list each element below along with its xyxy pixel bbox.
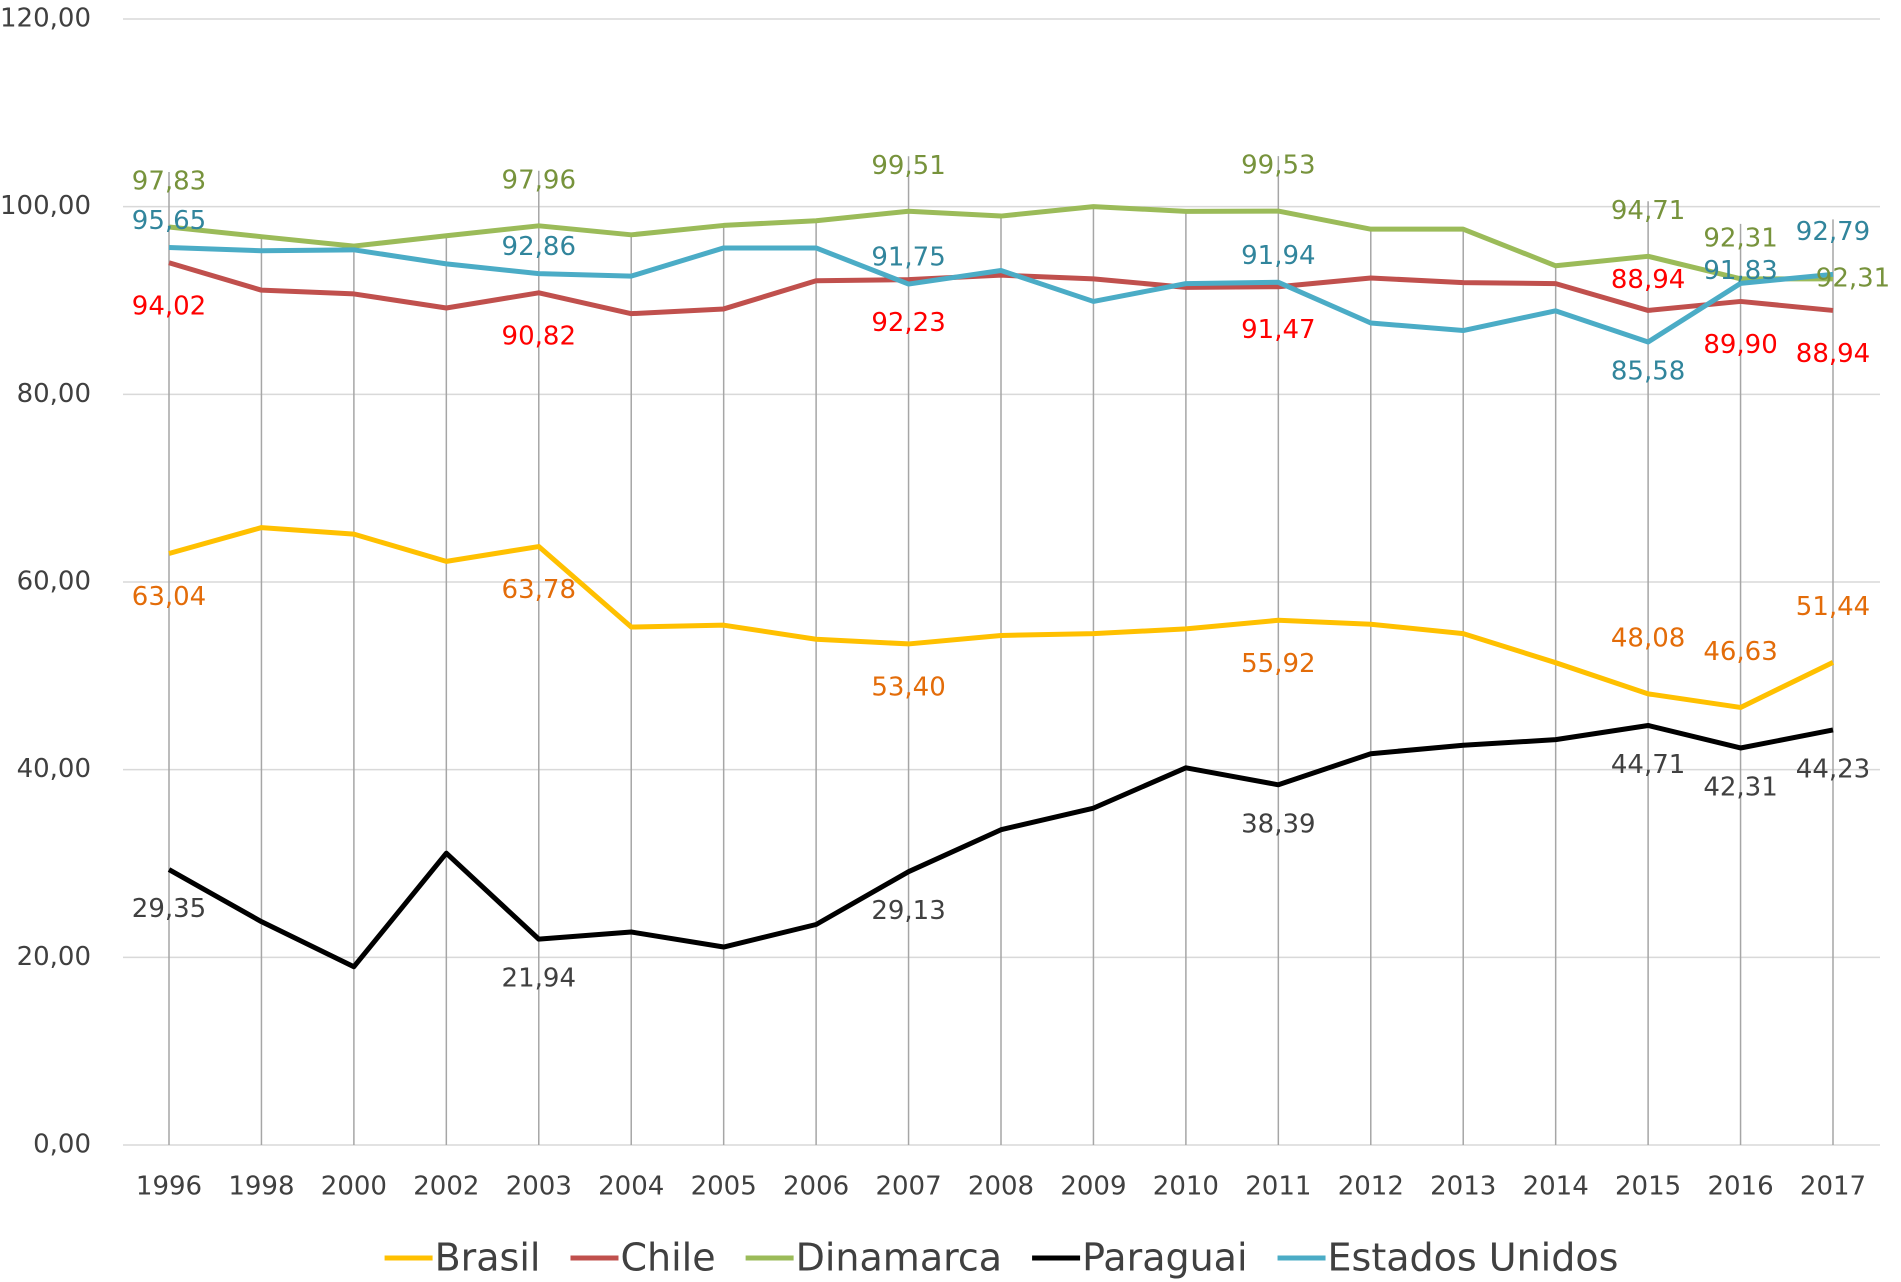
data-label: 21,94 xyxy=(502,964,576,994)
data-label: 89,90 xyxy=(1703,330,1777,360)
y-tick-label: 60,00 xyxy=(17,567,91,597)
data-label: 29,35 xyxy=(132,894,206,924)
data-label: 91,75 xyxy=(871,243,945,273)
series-line xyxy=(167,722,1834,970)
x-tick-label: 2009 xyxy=(1060,1172,1126,1202)
data-label: 90,82 xyxy=(502,321,576,351)
y-tick-label: 0,00 xyxy=(33,1130,91,1160)
data-label: 48,08 xyxy=(1611,623,1685,653)
legend-label: Chile xyxy=(620,1236,715,1280)
data-label: 99,53 xyxy=(1241,151,1315,181)
legend-label: Dinamarca xyxy=(796,1236,1002,1280)
x-tick-label: 2017 xyxy=(1800,1172,1866,1202)
y-tick-label: 100,00 xyxy=(0,191,91,221)
data-label: 91,83 xyxy=(1703,256,1777,286)
data-label: 44,23 xyxy=(1796,754,1870,784)
series-line xyxy=(168,204,1833,282)
series-line xyxy=(168,525,1835,710)
data-label: 92,79 xyxy=(1796,217,1870,247)
x-tick-label: 2007 xyxy=(875,1172,941,1202)
data-label: 29,13 xyxy=(871,896,945,926)
data-label: 38,39 xyxy=(1241,809,1315,839)
y-tick-label: 40,00 xyxy=(17,754,91,784)
x-tick-label: 2015 xyxy=(1615,1172,1681,1202)
data-label: 94,71 xyxy=(1611,196,1685,226)
data-label: 97,96 xyxy=(502,165,576,195)
data-label: 95,65 xyxy=(132,206,206,236)
x-tick-label: 2004 xyxy=(598,1172,664,1202)
x-tick-label: 2000 xyxy=(321,1172,387,1202)
data-label: 92,23 xyxy=(871,308,945,338)
data-label: 92,31 xyxy=(1816,263,1890,293)
data-label: 91,47 xyxy=(1241,315,1315,345)
data-label: 42,31 xyxy=(1703,772,1777,802)
x-tick-label: 2003 xyxy=(506,1172,572,1202)
data-label: 92,31 xyxy=(1703,223,1777,253)
series-line xyxy=(168,244,1834,345)
x-tick-label: 1998 xyxy=(228,1172,294,1202)
data-label: 92,86 xyxy=(502,232,576,262)
data-label: 88,94 xyxy=(1796,339,1870,369)
x-tick-label: 2006 xyxy=(783,1172,849,1202)
data-label: 97,83 xyxy=(132,167,206,197)
data-label: 44,71 xyxy=(1611,750,1685,780)
data-label: 51,44 xyxy=(1796,592,1870,622)
y-tick-label: 20,00 xyxy=(17,942,91,972)
legend-label: Estados Unidos xyxy=(1328,1236,1619,1280)
data-label: 91,94 xyxy=(1241,241,1315,271)
x-tick-label: 2014 xyxy=(1523,1172,1589,1202)
x-tick-label: 2005 xyxy=(691,1172,757,1202)
x-tick-label: 2013 xyxy=(1430,1172,1496,1202)
data-label: 88,94 xyxy=(1611,265,1685,295)
y-tick-label: 120,00 xyxy=(0,4,91,34)
legend-label: Brasil xyxy=(435,1236,541,1280)
x-tick-label: 2016 xyxy=(1707,1172,1773,1202)
x-tick-label: 2002 xyxy=(413,1172,479,1202)
x-tick-label: 2010 xyxy=(1153,1172,1219,1202)
y-tick-label: 80,00 xyxy=(17,379,91,409)
series-line xyxy=(168,260,1834,317)
x-tick-label: 2008 xyxy=(968,1172,1034,1202)
data-label: 99,51 xyxy=(871,151,945,181)
data-label: 94,02 xyxy=(132,291,206,321)
data-label: 55,92 xyxy=(1241,649,1315,679)
data-label: 85,58 xyxy=(1611,356,1685,386)
data-label: 53,40 xyxy=(871,672,945,702)
data-label: 46,63 xyxy=(1703,637,1777,667)
data-label: 63,78 xyxy=(502,575,576,605)
legend-label: Paraguai xyxy=(1082,1236,1247,1280)
x-tick-label: 1996 xyxy=(136,1172,202,1202)
data-label: 63,04 xyxy=(132,582,206,612)
x-tick-label: 2011 xyxy=(1245,1172,1311,1202)
x-tick-label: 2012 xyxy=(1338,1172,1404,1202)
